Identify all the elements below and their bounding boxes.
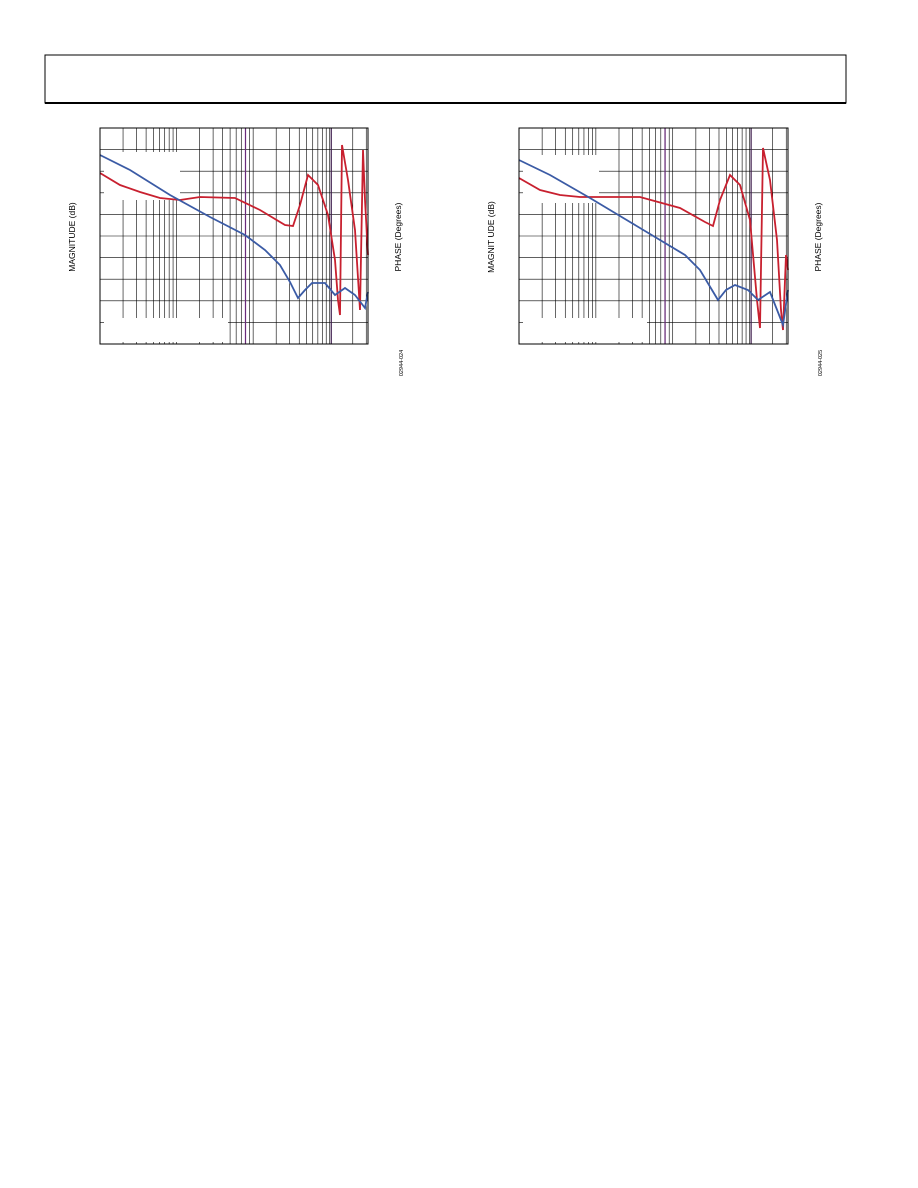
magnitude-curve [518, 159, 789, 329]
plot-grid [519, 128, 788, 344]
y2-axis-label: PHASE (Degrees) [393, 202, 403, 271]
legend-area [104, 318, 228, 342]
plot-frame [518, 127, 789, 345]
y-axis-label: MAGNITUDE (dB) [67, 202, 77, 272]
header-box [44, 54, 847, 104]
plot-frame [99, 127, 369, 345]
magnitude-curve [99, 154, 369, 311]
figure: MAGNIT UDE (dB) PHASE (Degrees) 02944-02… [486, 127, 824, 376]
figure-id: 02944-024 [399, 350, 405, 376]
phase-curve [518, 147, 789, 331]
y2-axis-label: PHASE (Degrees) [813, 202, 823, 271]
figure-id: 02944-025 [818, 350, 824, 376]
y-axis-label: MAGNIT UDE (dB) [486, 201, 496, 273]
legend-area [523, 318, 647, 342]
figure: MAGNITUDE (dB) PHASE (Degrees) 02944-024 [67, 127, 405, 376]
